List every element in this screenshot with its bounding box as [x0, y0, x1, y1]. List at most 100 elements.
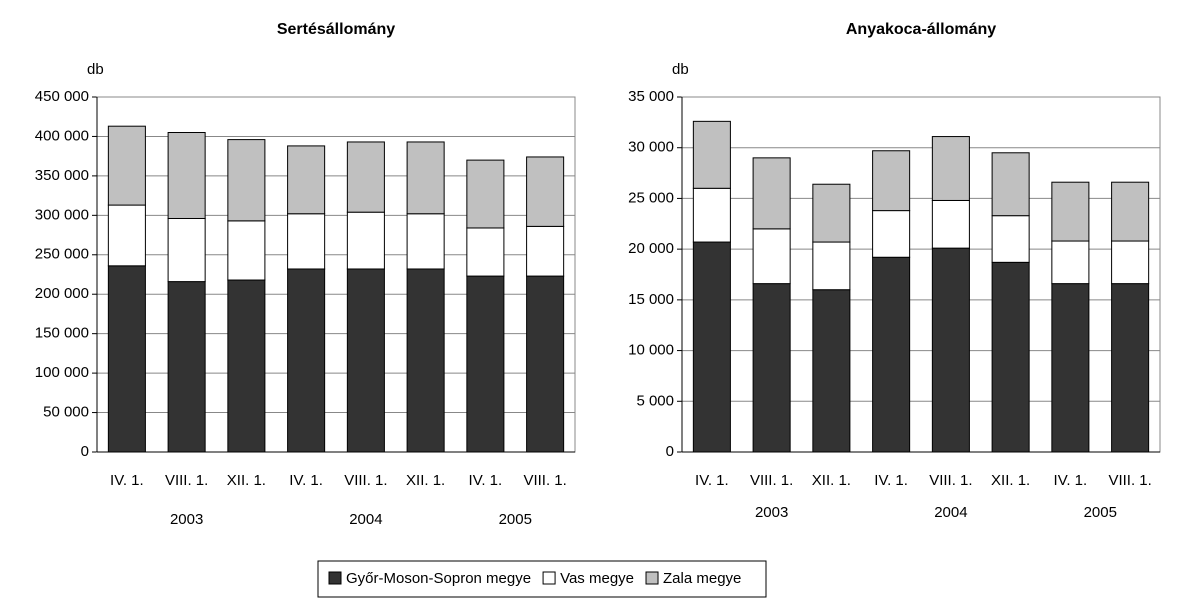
- group-label: 2004: [934, 504, 967, 521]
- y-tick-label: 300 000: [35, 206, 89, 223]
- bar-segment: [1111, 181, 1150, 242]
- bar-segment: [227, 279, 266, 453]
- x-tick-label: XII. 1.: [812, 472, 851, 489]
- x-tick-label: IV. 1.: [110, 472, 144, 489]
- group-label: 2005: [1084, 504, 1117, 521]
- bar-segment: [991, 261, 1030, 453]
- y-tick-label: 200 000: [35, 285, 89, 302]
- y-tick-label: 150 000: [35, 325, 89, 342]
- y-tick-label: 400 000: [35, 127, 89, 144]
- x-tick-label: VIII. 1.: [929, 472, 972, 489]
- legend-label: Zala megye: [663, 570, 741, 587]
- y-tick-label: 50 000: [43, 404, 89, 421]
- bar-segment: [931, 247, 970, 453]
- bar-segment: [107, 204, 146, 267]
- x-tick-label: IV. 1.: [469, 472, 503, 489]
- y-tick-label: 25 000: [628, 189, 674, 206]
- bar-segment: [812, 241, 851, 291]
- bar-segment: [752, 283, 791, 453]
- bar-segment: [107, 125, 146, 206]
- bar-segment: [692, 120, 731, 189]
- bar-segment: [167, 132, 206, 219]
- bar-segment: [406, 213, 445, 270]
- bar-segment: [346, 268, 385, 453]
- bar-segment: [526, 275, 565, 453]
- bar-segment: [872, 256, 911, 453]
- x-tick-label: IV. 1.: [289, 472, 323, 489]
- bar-segment: [931, 136, 970, 201]
- x-tick-label: VIII. 1.: [1108, 472, 1151, 489]
- bar-segment: [346, 141, 385, 213]
- bar-segment: [991, 152, 1030, 217]
- bar-segment: [991, 215, 1030, 263]
- x-tick-label: IV. 1.: [695, 472, 729, 489]
- bar-segment: [287, 145, 326, 215]
- bar-segment: [931, 199, 970, 249]
- bar-segment: [692, 187, 731, 243]
- bar-segment: [1111, 283, 1150, 453]
- x-tick-label: XII. 1.: [227, 472, 266, 489]
- y-tick-label: 15 000: [628, 291, 674, 308]
- y-tick-label: 10 000: [628, 342, 674, 359]
- x-tick-label: XII. 1.: [406, 472, 445, 489]
- legend-label: Győr-Moson-Sopron megye: [346, 570, 531, 587]
- y-tick-label: 30 000: [628, 139, 674, 156]
- x-tick-label: IV. 1.: [1054, 472, 1088, 489]
- y-tick-label: 5 000: [636, 392, 674, 409]
- legend-swatch: [645, 571, 659, 585]
- bar-segment: [227, 139, 266, 222]
- bar-segment: [1051, 240, 1090, 285]
- chart-title: Sertésállomány: [277, 21, 395, 38]
- x-tick-label: IV. 1.: [874, 472, 908, 489]
- y-tick-label: 0: [666, 443, 674, 460]
- group-label: 2004: [349, 511, 382, 528]
- y-tick-label: 450 000: [35, 88, 89, 105]
- group-label: 2003: [170, 511, 203, 528]
- bar-segment: [406, 268, 445, 453]
- y-tick-label: 20 000: [628, 240, 674, 257]
- bar-segment: [287, 213, 326, 270]
- x-tick-label: VIII. 1.: [750, 472, 793, 489]
- legend-box: [317, 560, 767, 598]
- y-tick-label: 35 000: [628, 88, 674, 105]
- x-tick-label: XII. 1.: [991, 472, 1030, 489]
- bar-segment: [406, 141, 445, 215]
- bar-segment: [1051, 283, 1090, 453]
- bar-segment: [692, 241, 731, 453]
- x-tick-label: VIII. 1.: [523, 472, 566, 489]
- bar-segment: [1111, 240, 1150, 285]
- legend-label: Vas megye: [560, 570, 634, 587]
- group-label: 2005: [499, 511, 532, 528]
- y-tick-label: 250 000: [35, 246, 89, 263]
- bar-segment: [167, 281, 206, 453]
- bar-segment: [526, 156, 565, 227]
- bar-segment: [872, 210, 911, 258]
- y-tick-label: 100 000: [35, 364, 89, 381]
- x-tick-label: VIII. 1.: [165, 472, 208, 489]
- legend-swatch: [328, 571, 342, 585]
- bar-segment: [812, 183, 851, 243]
- bar-segment: [466, 159, 505, 229]
- bar-segment: [167, 217, 206, 283]
- bar-segment: [526, 225, 565, 277]
- bar-segment: [466, 227, 505, 277]
- y-axis-label: db: [87, 61, 104, 78]
- legend-swatch: [542, 571, 556, 585]
- bar-segment: [752, 228, 791, 285]
- bar-segment: [872, 150, 911, 212]
- y-axis-label: db: [672, 61, 689, 78]
- bar-segment: [287, 268, 326, 453]
- x-tick-label: VIII. 1.: [344, 472, 387, 489]
- bar-segment: [752, 157, 791, 230]
- bar-segment: [107, 265, 146, 453]
- y-tick-label: 350 000: [35, 167, 89, 184]
- group-label: 2003: [755, 504, 788, 521]
- y-tick-label: 0: [81, 443, 89, 460]
- bar-segment: [346, 211, 385, 270]
- bar-segment: [227, 220, 266, 281]
- bar-segment: [812, 289, 851, 453]
- bar-segment: [466, 275, 505, 453]
- bar-segment: [1051, 181, 1090, 242]
- chart-title: Anyakoca-állomány: [846, 21, 996, 38]
